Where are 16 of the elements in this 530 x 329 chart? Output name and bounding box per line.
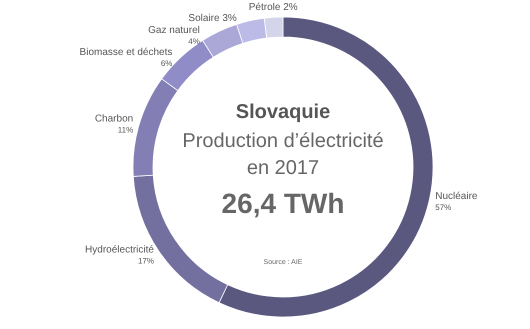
- slice-label: Gaz naturel: [148, 25, 200, 36]
- text: 26,4 TWh: [222, 188, 344, 219]
- data-label: 6%: [160, 59, 172, 68]
- data-label: 57%: [435, 203, 452, 212]
- text: Production d’électricité: [182, 130, 384, 152]
- text: Slovaquie: [236, 101, 330, 123]
- slice-label: Nucléaire: [435, 191, 478, 202]
- slice-label: Charbon: [94, 113, 134, 124]
- slice-label: Pétrole 2%: [248, 2, 298, 13]
- slice-label: Biomasse et déchets: [80, 47, 172, 58]
- data-label: 4%: [188, 37, 200, 46]
- slice-label: Solaire 3%: [188, 13, 237, 24]
- slice-label: Hydroélectricité: [85, 244, 154, 256]
- text: en 2017: [246, 157, 320, 179]
- data-label: 11%: [118, 125, 134, 134]
- data-label: 17%: [138, 256, 154, 266]
